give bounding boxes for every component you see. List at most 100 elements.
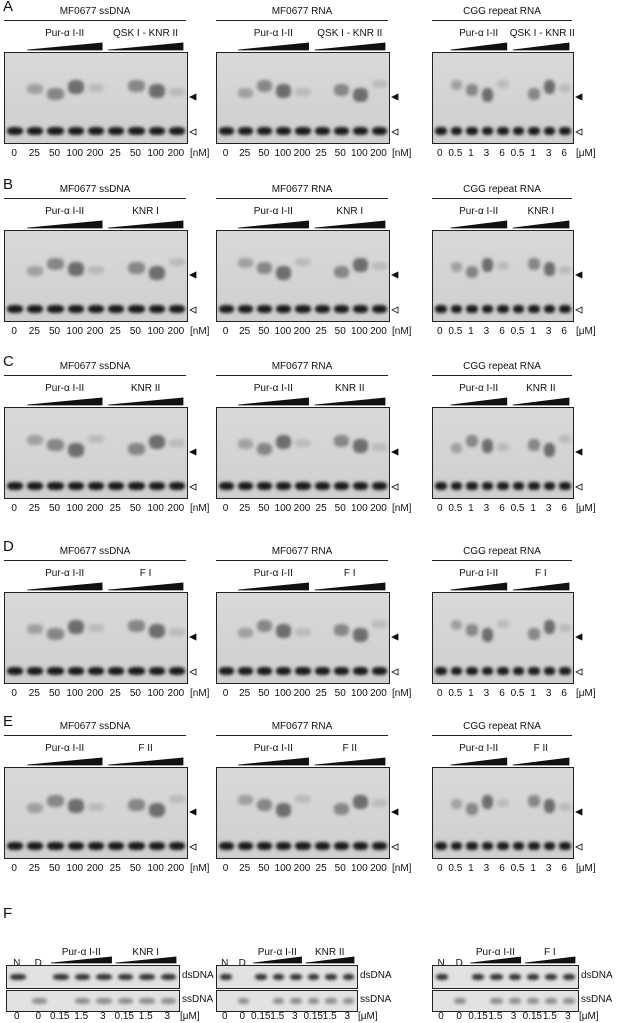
band [512,127,525,135]
gel-image [4,407,188,499]
lane-label: 1.5 [74,1011,89,1022]
band [508,998,521,1004]
shift-band [295,88,311,96]
free-probe-arrow [189,128,197,136]
shift-band [47,258,64,270]
shift-band [466,266,478,278]
shift-band [543,80,556,94]
lane-label: 50 [334,503,346,514]
shift-band [128,443,145,455]
shift-band [466,803,478,815]
lane-label: 200 [370,688,387,699]
title-rule [4,20,186,21]
unit-label: [μM] [358,1011,378,1022]
gel-image [4,230,188,322]
band [559,127,571,135]
group-label: QSK I - KNR II [509,28,575,39]
band [333,667,349,675]
lane-label: 1 [530,326,536,337]
band [220,974,232,980]
band [436,974,449,980]
band [257,842,273,850]
group-label: KNR II [130,383,161,394]
shift-band [257,80,273,92]
band [272,998,284,1004]
shift-band [528,795,540,807]
free-probe-arrow [391,668,399,676]
lane-label: 0 [11,688,17,699]
titration-wedge [238,42,309,51]
band [528,127,540,135]
unit-label: [nM] [392,148,412,159]
lane-label: 1 [530,503,536,514]
unit-label: [nM] [190,326,210,337]
shift-band [481,88,494,102]
free-probe-arrow [189,306,197,314]
band [276,127,292,135]
band [168,482,185,490]
group-label: F I [343,568,356,579]
title-rule [216,20,388,21]
band [117,998,133,1004]
band [87,842,105,850]
free-probe-arrow [189,668,197,676]
band-label: dsDNA [360,970,392,981]
gel-image [216,990,358,1012]
band [219,667,235,675]
titration-wedge [27,220,103,229]
lane-label: 0.15 [522,1011,543,1022]
lane-label: 3 [483,326,490,337]
shift-band [559,84,571,92]
band [27,482,44,490]
lane-label: 200 [370,148,387,159]
lane-label: 200 [86,688,104,699]
titration-wedge [450,220,508,229]
group-label: Pur-α I-II [45,206,85,217]
title-rule [4,735,186,736]
shift-band [559,624,571,632]
band [148,482,165,490]
lane-label: 0 [436,148,443,159]
shift-band [238,628,254,638]
band-label: ssDNA [360,994,392,1005]
titration-wedge [512,397,570,406]
band [219,127,235,135]
group-label: Pur-α I-II [253,28,293,39]
band [559,305,571,313]
lane-label: 200 [86,503,104,514]
lane-label: 0 [222,503,229,514]
unit-label: [μM] [180,1011,200,1022]
unit-label: [nM] [392,326,412,337]
band [481,127,494,135]
title-rule [216,198,388,199]
lane-label: 3 [291,1011,298,1022]
titration-wedge [27,757,103,766]
band [290,974,302,980]
shift-band [128,80,145,92]
title-rule [4,198,186,199]
shift-band [257,443,273,455]
lane-label: 25 [315,503,327,514]
lane-label: 0.5 [510,863,525,874]
band [342,974,354,980]
lane-label: 3 [545,503,552,514]
shift-band [87,266,105,274]
shift-band [528,88,540,100]
band [454,998,467,1004]
band [352,667,368,675]
titration-wedge [512,42,570,51]
lane-label: 0.5 [510,503,525,514]
free-probe-arrow [575,843,583,851]
band [257,127,273,135]
band [333,127,349,135]
lane-label: 100 [147,863,164,874]
lane-label: 3 [545,863,552,874]
lane-label: 50 [48,148,61,159]
lane-label: 1 [530,863,536,874]
title-rule [4,560,186,561]
band [450,842,463,850]
band [148,127,165,135]
free-probe-arrow [189,483,197,491]
titration-wedge [314,42,386,51]
group-label: KNR II [526,383,556,394]
